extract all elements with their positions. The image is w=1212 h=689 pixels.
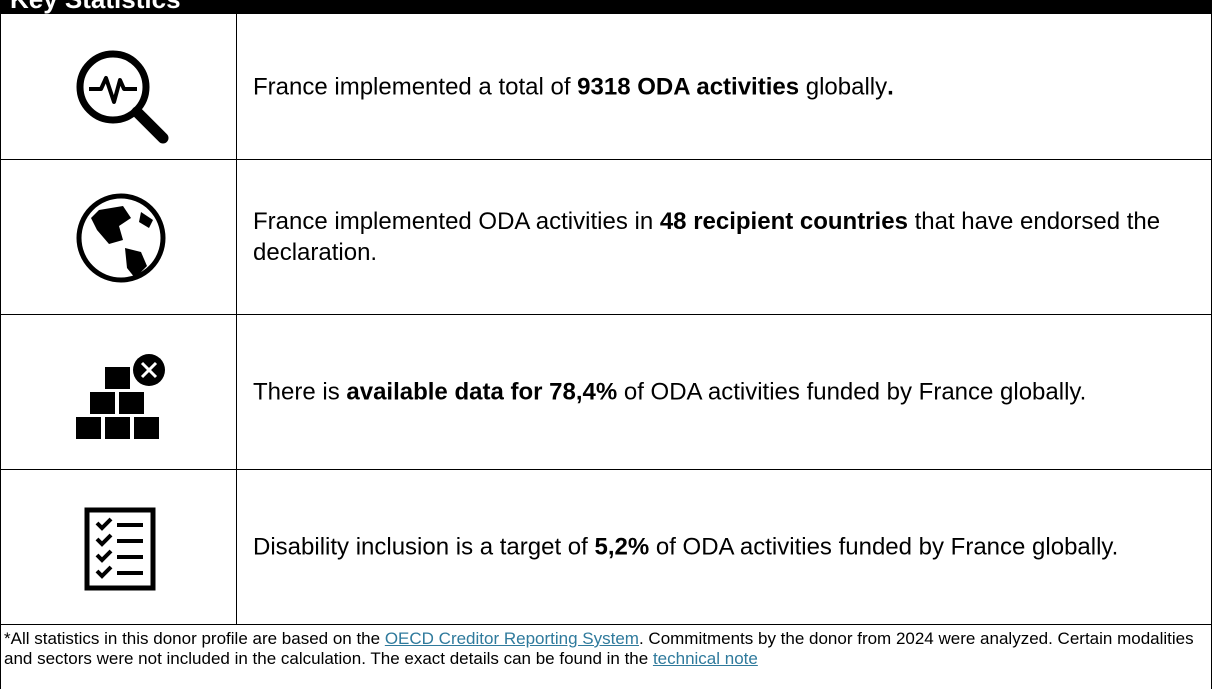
text-segment: France implemented a total of [253,73,578,100]
text-segment: globally [799,73,888,100]
statistic-icon [1,14,237,159]
statistic-text: There is available data for 78,4% of ODA… [253,377,1197,408]
text-segment: 48 recipient countries [659,208,908,235]
text-segment: France implemented ODA activities in [253,208,660,235]
statistic-text: France implemented a total of 9318 ODA a… [253,71,1197,102]
text-segment: that have endorsed the declaration. [253,208,1161,266]
statistic-icon [1,315,237,469]
statistic-icon [1,470,237,624]
text-segment: of ODA activities funded by France globa… [649,533,1119,561]
footnote-text: . Commitments by the donor from 2024 wer… [4,629,1194,668]
footnote-link[interactable]: technical note [652,649,758,668]
statistic-row: France implemented ODA activities in 48 … [0,160,1212,315]
text-segment: of ODA activities funded by France globa… [617,378,1087,406]
statistic-text: Disability inclusion is a target of 5,2%… [253,532,1197,563]
text-segment: There is [253,378,347,406]
text-segment: available data for 78,4% [346,378,618,406]
icon [1,160,236,314]
icon [1,14,236,159]
text-segment: Disability inclusion is a target of [253,533,595,561]
statistic-row: There is available data for 78,4% of ODA… [0,315,1212,470]
header-title: Key Statistics [10,0,181,14]
statistic-row: France implemented a total of 9318 ODA a… [0,14,1212,160]
footnote-text: *All statistics in this donor profile ar… [4,629,385,648]
footnote-link[interactable]: OECD Creditor Reporting System [384,629,639,648]
icon [74,352,167,441]
icon [1,470,236,624]
text-segment: 9318 ODA activities [577,73,800,100]
footnote: *All statistics in this donor profile ar… [0,625,1212,689]
statistic-icon [1,160,237,314]
statistic-row: Disability inclusion is a target of 5,2%… [0,470,1212,625]
text-segment: 5,2% [594,533,650,561]
text-segment: . [887,73,894,100]
header-bar: Key Statistics [0,0,1212,14]
statistic-text: France implemented ODA activities in 48 … [253,206,1197,268]
